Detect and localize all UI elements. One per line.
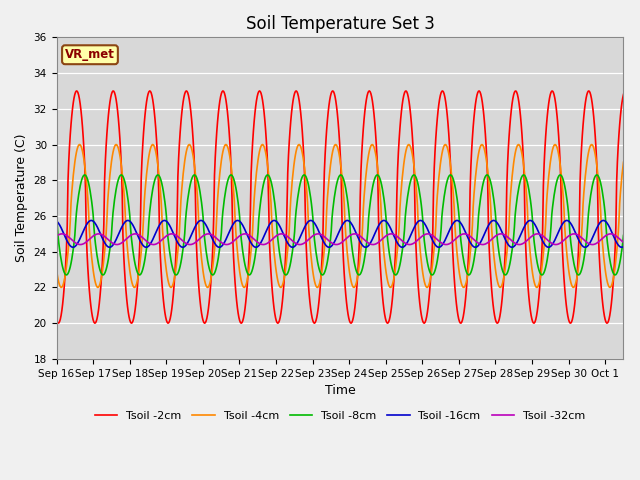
Tsoil -2cm (296, 103, 304, 109)
Tsoil -8cm (593, 172, 600, 178)
Tsoil -32cm (132, 231, 140, 237)
Tsoil -32cm (620, 240, 627, 245)
Tsoil -16cm (55, 221, 63, 227)
Legend: Tsoil -2cm, Tsoil -4cm, Tsoil -8cm, Tsoil -16cm, Tsoil -32cm: Tsoil -2cm, Tsoil -4cm, Tsoil -8cm, Tsoi… (90, 406, 589, 425)
Tsoil -16cm (52, 218, 60, 224)
Tsoil -4cm (204, 285, 211, 290)
Tsoil -32cm (317, 232, 325, 238)
Tsoil -2cm (292, 88, 300, 94)
Tsoil -32cm (52, 233, 60, 239)
Tsoil -2cm (317, 269, 325, 275)
Line: Tsoil -16cm: Tsoil -16cm (56, 220, 623, 247)
Tsoil -4cm (186, 142, 193, 147)
Line: Tsoil -32cm: Tsoil -32cm (56, 234, 623, 245)
Tsoil -32cm (475, 240, 483, 246)
Tsoil -4cm (55, 280, 63, 286)
Tsoil -16cm (316, 231, 324, 237)
Tsoil -4cm (132, 283, 140, 288)
Title: Soil Temperature Set 3: Soil Temperature Set 3 (246, 15, 435, 33)
Tsoil -4cm (296, 142, 304, 148)
Tsoil -2cm (274, 320, 282, 326)
Tsoil -4cm (461, 284, 468, 289)
Tsoil -32cm (296, 242, 304, 248)
Tsoil -4cm (317, 272, 325, 278)
Tsoil -16cm (380, 217, 388, 223)
Tsoil -2cm (52, 317, 60, 323)
Text: VR_met: VR_met (65, 48, 115, 61)
Tsoil -8cm (473, 235, 481, 240)
Tsoil -16cm (475, 242, 483, 248)
Tsoil -32cm (461, 231, 468, 237)
Tsoil -8cm (55, 240, 63, 246)
Tsoil -2cm (475, 88, 483, 94)
Tsoil -32cm (55, 232, 63, 238)
Tsoil -2cm (620, 92, 627, 97)
Tsoil -16cm (461, 228, 468, 233)
Tsoil -2cm (55, 320, 63, 326)
Tsoil -8cm (460, 255, 467, 261)
Line: Tsoil -2cm: Tsoil -2cm (56, 91, 623, 323)
Tsoil -4cm (475, 151, 483, 156)
Tsoil -16cm (398, 244, 406, 250)
Tsoil -8cm (132, 264, 140, 270)
Tsoil -4cm (52, 267, 60, 273)
Tsoil -32cm (168, 231, 175, 237)
Tsoil -8cm (316, 268, 324, 274)
Tsoil -8cm (611, 272, 619, 278)
Tsoil -2cm (461, 303, 468, 309)
Tsoil -32cm (150, 242, 157, 248)
Tsoil -16cm (132, 228, 140, 234)
Line: Tsoil -8cm: Tsoil -8cm (56, 175, 623, 275)
X-axis label: Time: Time (324, 384, 355, 397)
Tsoil -4cm (620, 159, 627, 165)
Tsoil -8cm (294, 190, 302, 196)
Line: Tsoil -4cm: Tsoil -4cm (56, 144, 623, 288)
Tsoil -16cm (294, 238, 302, 244)
Tsoil -16cm (620, 244, 627, 250)
Tsoil -8cm (52, 212, 60, 217)
Tsoil -2cm (132, 300, 140, 306)
Tsoil -8cm (620, 233, 627, 239)
Y-axis label: Soil Temperature (C): Soil Temperature (C) (15, 134, 28, 263)
